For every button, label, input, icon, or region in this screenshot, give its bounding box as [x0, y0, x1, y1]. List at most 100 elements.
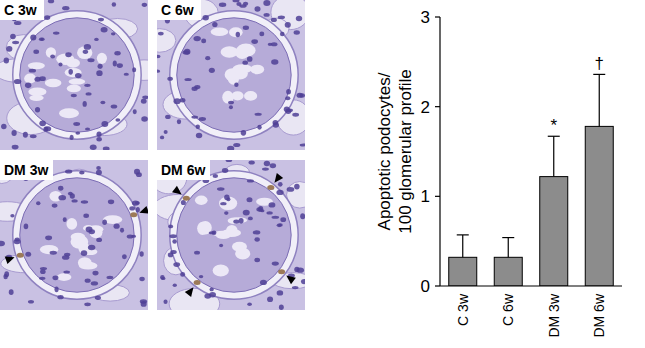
bowman-space: [13, 11, 141, 139]
nucleus: [11, 130, 16, 136]
arrowhead: [172, 186, 182, 195]
nucleus: [29, 69, 36, 73]
nucleus: [12, 41, 19, 44]
label-bg: [157, 160, 210, 180]
x-tick-label: C 6w: [500, 293, 516, 326]
nucleus: [24, 224, 29, 230]
nucleus: [181, 200, 186, 205]
nucleus: [63, 270, 69, 273]
nucleus: [96, 170, 102, 176]
nucleus: [300, 143, 305, 146]
nucleus: [169, 234, 177, 238]
nucleus: [276, 190, 283, 195]
apoptotic-cell: [183, 196, 190, 201]
capillary-loop: [195, 196, 208, 205]
capillary-loop: [250, 65, 264, 74]
nucleus: [247, 56, 253, 62]
nucleus: [96, 70, 102, 76]
capillary-loop: [67, 85, 81, 93]
nucleus: [114, 224, 120, 229]
glomerulus: [20, 178, 134, 292]
nucleus: [246, 197, 252, 202]
apoptotic-cell: [130, 212, 137, 217]
nucleus: [249, 160, 255, 164]
nucleus: [35, 107, 40, 112]
nucleus: [243, 2, 248, 6]
y-tick: [435, 196, 440, 197]
nucleus: [243, 26, 249, 30]
capillary-loop: [45, 79, 62, 87]
nucleus: [236, 2, 241, 6]
nucleus: [142, 96, 148, 99]
nucleus: [280, 32, 285, 37]
nucleus: [184, 49, 191, 55]
nucleus: [12, 145, 19, 150]
nucleus: [83, 101, 87, 107]
nucleus: [292, 113, 299, 117]
nucleus: [141, 99, 147, 104]
nucleus: [53, 31, 60, 34]
nucleus: [30, 34, 36, 40]
nucleus: [39, 120, 46, 126]
nucleus: [262, 167, 269, 170]
nucleus: [25, 83, 31, 89]
capillary-loop: [211, 27, 229, 36]
apoptotic-cell: [278, 269, 285, 274]
panel-label: C 6w: [161, 2, 194, 18]
nucleus: [201, 39, 206, 44]
nucleus: [271, 59, 278, 65]
nucleus: [83, 213, 89, 218]
nucleus: [247, 302, 252, 305]
nucleus: [222, 168, 228, 173]
nucleus: [196, 133, 202, 139]
arrowhead: [5, 256, 15, 264]
nucleus: [0, 241, 5, 247]
nucleus: [4, 58, 9, 64]
nucleus: [247, 179, 254, 182]
nucleus: [40, 267, 47, 270]
capillary-loop: [59, 108, 79, 118]
glomerulus: [177, 178, 291, 292]
nucleus: [255, 113, 262, 116]
tubule-lumen: [157, 29, 176, 53]
nucleus: [167, 77, 173, 81]
nucleus: [133, 109, 137, 114]
significance-mark: †: [595, 54, 604, 73]
nucleus: [127, 234, 134, 238]
micrograph: [157, 0, 305, 150]
nucleus: [226, 160, 233, 162]
nucleus: [122, 254, 127, 259]
nucleus: [299, 93, 305, 97]
nucleus: [209, 231, 216, 234]
nucleus: [1, 124, 6, 130]
nucleus: [68, 192, 73, 196]
nucleus: [270, 163, 277, 168]
nucleus: [196, 124, 200, 129]
nucleus: [84, 302, 91, 306]
nucleus: [62, 255, 69, 260]
nucleus: [164, 130, 168, 134]
nucleus: [273, 122, 279, 128]
nucleus: [236, 32, 240, 37]
y-axis: [439, 17, 440, 286]
nucleus: [300, 213, 305, 219]
nucleus: [294, 30, 300, 34]
nucleus: [92, 271, 98, 276]
arrowhead: [274, 173, 283, 183]
capillary-loop: [231, 217, 247, 223]
nucleus: [102, 219, 107, 225]
nucleus: [266, 211, 272, 214]
nucleus: [263, 0, 270, 6]
micrograph: [0, 0, 148, 150]
nucleus: [168, 225, 173, 229]
nucleus: [101, 27, 108, 32]
nucleus: [129, 206, 135, 210]
capillary-loop: [24, 73, 36, 83]
capillary-loop: [229, 27, 243, 37]
nucleus: [160, 275, 165, 280]
nucleus: [284, 107, 290, 113]
error-bar: [457, 235, 469, 257]
capillary-loop: [221, 46, 238, 57]
nucleus: [134, 169, 140, 175]
nucleus: [111, 105, 118, 109]
